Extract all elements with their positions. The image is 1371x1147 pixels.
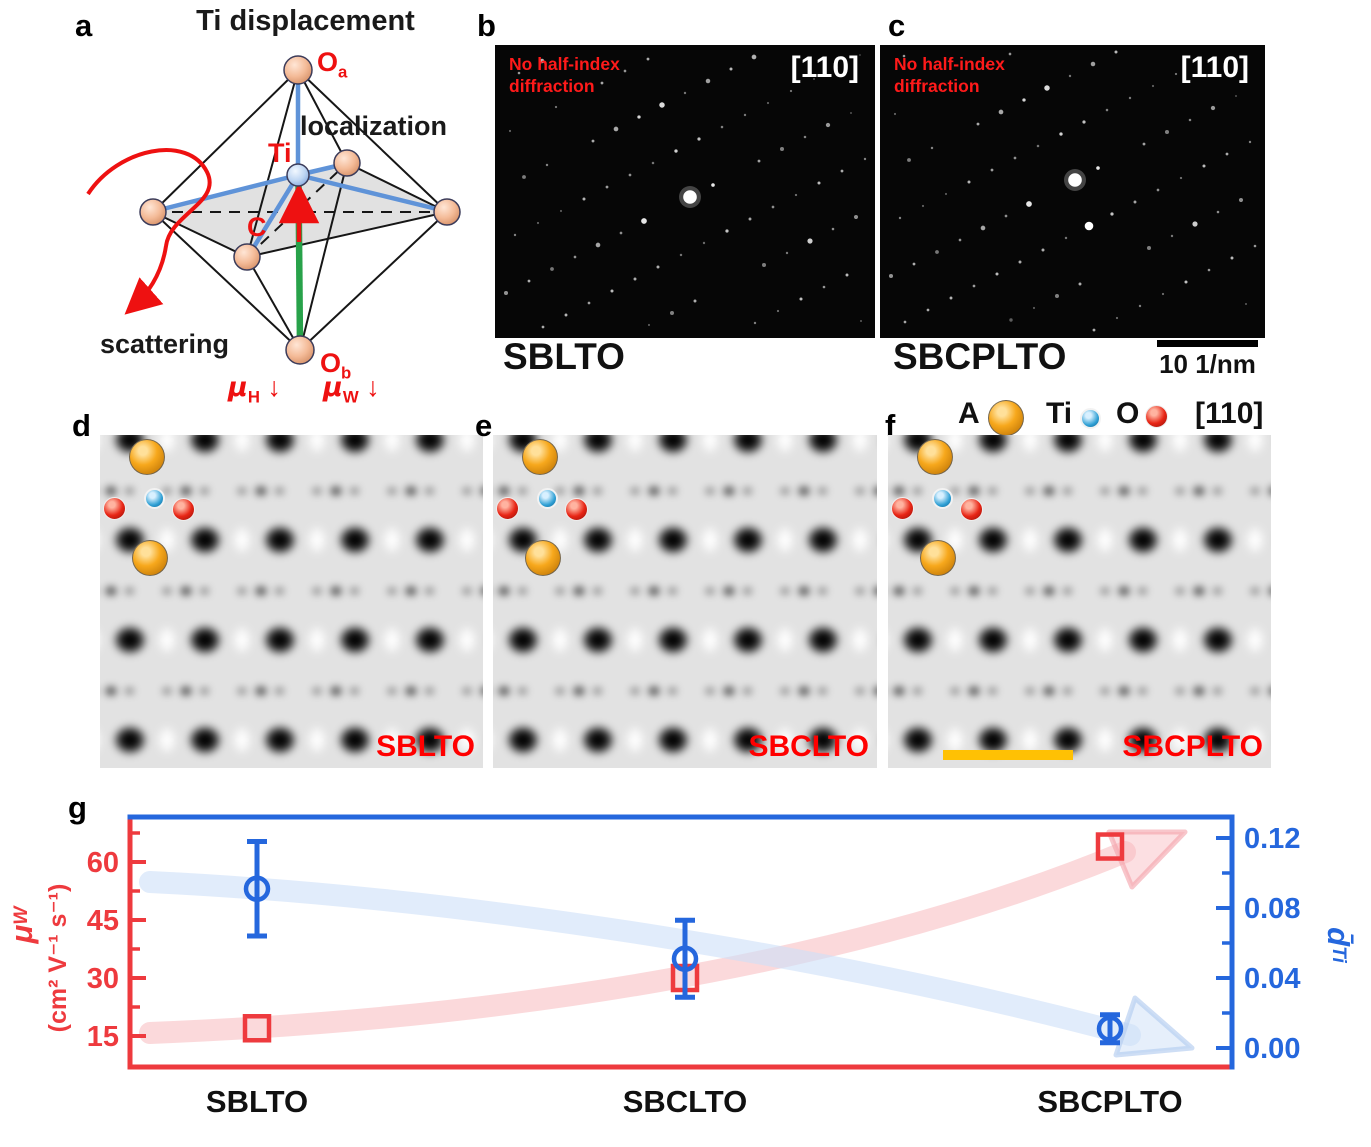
a-site-atom-icon: [129, 439, 165, 475]
panel-g-letter: g: [68, 790, 87, 825]
zone-axis-label: [110]: [790, 51, 859, 84]
left-tick-label: 15: [87, 1021, 119, 1053]
dual-axis-chart: 15 30 45 60 0.00 0.04 0.08 0.12 SBLTO SBCLTO SBCPL…: [87, 814, 1300, 1119]
o-atom-icon: [1145, 405, 1168, 428]
ti-atom-icon: [1080, 408, 1101, 429]
scale-bar: [1157, 340, 1258, 347]
oxygen-a-label: Oa: [317, 47, 348, 82]
scale-bar-yellow: [943, 750, 1073, 760]
data-point-circle: [1096, 1015, 1124, 1042]
o-atom-icon: [565, 498, 588, 521]
right-tick-label: 0.04: [1244, 963, 1300, 995]
sample-label-sblto: SBLTO: [376, 730, 475, 763]
oxygen-atoms: [139, 55, 461, 365]
right-tick-label: 0.08: [1244, 893, 1300, 925]
sample-label-sblto: SBLTO: [503, 336, 625, 377]
diffraction-image-sblto: No half-index diffraction [110]: [495, 45, 875, 338]
left-axis-units: (cm² V⁻¹ s⁻¹): [44, 883, 72, 1033]
localization-label: localization: [300, 111, 448, 141]
right-tick-label: 0.00: [1244, 1033, 1300, 1065]
o-atom-icon: [103, 497, 126, 520]
legend-ti-label: Ti: [1046, 397, 1073, 430]
data-point-square: [1095, 832, 1125, 861]
o-atom-icon: [172, 498, 195, 521]
panel-b-letter: b: [477, 8, 496, 43]
scattering-squiggle-arrow: [86, 148, 212, 315]
no-half-index-annotation: No half-index diffraction: [894, 54, 1005, 96]
ti-label: Ti: [268, 138, 292, 168]
scattering-label: scattering: [100, 329, 230, 359]
panel-d-letter: d: [72, 408, 91, 443]
diffraction-spots: [888, 50, 1257, 332]
data-point-circle: [671, 945, 699, 972]
c-axis-label: C: [247, 212, 267, 242]
diffraction-spots: [503, 54, 867, 329]
no-half-index-annotation: No half-index diffraction: [509, 54, 620, 96]
sample-label-sbcplto: SBCPLTO: [1122, 730, 1263, 763]
legend-o-label: O: [1116, 397, 1140, 430]
a-site-atom-icon: [132, 540, 168, 576]
panel-e-letter: e: [475, 408, 493, 443]
o-atom-icon: [960, 498, 983, 521]
ti-displacement-title: Ti displacement: [196, 5, 415, 37]
stem-lattice-texture: [100, 435, 483, 768]
a-site-atom-icon: [988, 400, 1024, 436]
sample-label-sbcplto: SBCPLTO: [893, 336, 1067, 377]
category-label: SBCPLTO: [1037, 1084, 1182, 1119]
mu-h-annotation: μH ↓: [228, 372, 281, 407]
mu-w-annotation: μW ↓: [323, 372, 380, 407]
stem-image-sblto: SBLTO: [100, 435, 483, 768]
chart-axes-and-data: 15 30 45 60 0.00 0.04 0.08 0.12 SBLTO SBCLTO SBCPL…: [87, 814, 1300, 1119]
category-label: SBCLTO: [623, 1084, 748, 1119]
octahedron-diagram: [86, 55, 461, 365]
ti-atom-icon: [144, 488, 165, 509]
panel-c-letter: c: [888, 8, 906, 43]
legend-zone-axis: [110]: [1195, 397, 1264, 430]
legend-a-label: A: [958, 397, 980, 430]
stem-image-sbclto: SBCLTO: [493, 435, 877, 768]
o-atom-icon: [496, 497, 519, 520]
a-site-atom-icon: [522, 439, 558, 475]
down-arrow-icon: ↓: [366, 372, 380, 402]
stem-lattice-texture: [493, 435, 877, 768]
a-site-atom-icon: [920, 540, 956, 576]
panel-a-letter: a: [75, 8, 93, 43]
hidden-diagonals: [153, 162, 447, 258]
zone-axis-label: [110]: [1180, 51, 1249, 84]
a-site-atom-icon: [525, 540, 561, 576]
a-site-atom-icon: [917, 439, 953, 475]
o-atom-icon: [891, 497, 914, 520]
data-point-square: [242, 1014, 272, 1043]
ti-atom: [286, 163, 310, 187]
oxygen-b-label: Ob: [320, 348, 352, 383]
ti-atom-icon: [932, 488, 953, 509]
right-tick-label: 0.12: [1244, 823, 1300, 855]
stem-lattice-texture: [888, 435, 1271, 768]
right-axis-title: d̄ Ti: [1321, 927, 1356, 963]
diffraction-image-sbcplto: No half-index diffraction [110]: [880, 45, 1265, 338]
stem-image-sbcplto: SBCPLTO: [888, 435, 1271, 768]
trend-arrow-displacement-down: [139, 871, 1195, 1058]
panel-f-letter: f: [885, 408, 896, 443]
category-label: SBLTO: [206, 1084, 308, 1119]
left-tick-label: 30: [87, 963, 119, 995]
left-tick-label: 45: [87, 905, 119, 937]
scale-bar-label: 10 1/nm: [1159, 349, 1256, 379]
ti-atom-icon: [537, 488, 558, 509]
data-point-circle: [243, 875, 271, 902]
left-tick-label: 60: [87, 847, 119, 879]
down-arrow-icon: ↓: [267, 372, 281, 402]
sample-label-sbclto: SBCLTO: [748, 730, 869, 763]
